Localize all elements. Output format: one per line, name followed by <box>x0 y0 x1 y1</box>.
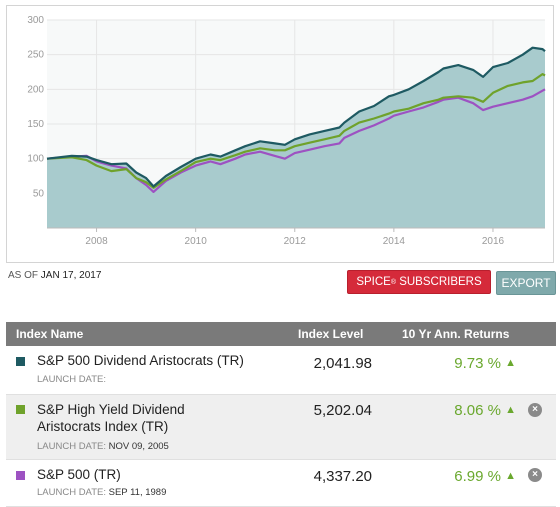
launch-date: LAUNCH DATE: SEP 11, 1989 <box>37 487 166 498</box>
as-of-date: AS OF JAN 17, 2017 <box>8 270 101 281</box>
x-tick-label: 2008 <box>85 236 108 247</box>
table-row: S&P 500 Dividend Aristocrats (TR) LAUNCH… <box>6 346 556 395</box>
as-of-label: AS OF <box>8 270 39 281</box>
performance-chart: 50 100 150 200 250 300 2008 2010 2012 2014 2016 <box>6 5 554 263</box>
as-of-value: JAN 17, 2017 <box>40 270 102 281</box>
remove-row-close-icon[interactable]: × <box>528 403 542 417</box>
spice-label: SPICE <box>356 276 391 288</box>
index-level: 4,337.20 <box>313 468 372 485</box>
x-tick-label: 2014 <box>383 236 406 247</box>
index-name: S&P 500 (TR) <box>37 467 121 482</box>
sp500-line <box>46 88 546 193</box>
index-name: S&P High Yield Dividend Aristocrats Inde… <box>37 401 185 435</box>
index-table: Index Name Index Level 10 Yr Ann. Return… <box>6 322 556 507</box>
y-tick-label: 150 <box>27 119 44 130</box>
y-tick-label: 300 <box>27 15 44 26</box>
launch-date: LAUNCH DATE: <box>37 374 106 385</box>
y-tick-label: 250 <box>27 50 44 61</box>
index-name: S&P 500 Dividend Aristocrats (TR) <box>37 353 244 368</box>
table-row: S&P High Yield Dividend Aristocrats Inde… <box>6 395 556 460</box>
launch-date: LAUNCH DATE: NOV 09, 2005 <box>37 441 169 452</box>
y-tick-label: 50 <box>33 188 45 199</box>
up-arrow-icon: ▲ <box>505 470 516 482</box>
launch-date-value: NOV 09, 2005 <box>108 441 169 452</box>
registered-mark: ® <box>390 278 397 286</box>
high-yield-line <box>46 72 546 189</box>
series-swatch-aristocrats <box>16 357 25 366</box>
remove-row-close-icon[interactable]: × <box>528 468 542 482</box>
y-tick-label: 100 <box>27 154 44 165</box>
y-tick-label: 200 <box>27 84 44 95</box>
x-tick-label: 2012 <box>284 236 307 247</box>
aristocrats-line <box>46 46 546 188</box>
header-index-level: Index Level <box>298 327 364 341</box>
launch-date-label: LAUNCH DATE: <box>37 441 106 452</box>
spice-subscribers-button[interactable]: SPICE ® SUBSCRIBERS <box>347 270 491 294</box>
header-returns: 10 Yr Ann. Returns <box>402 327 510 341</box>
series-swatch-sp500 <box>16 471 25 480</box>
index-name-line2: Aristocrats Index (TR) <box>37 419 169 434</box>
series-swatch-high-yield <box>16 405 25 414</box>
up-arrow-icon: ▲ <box>505 357 516 369</box>
launch-date-label: LAUNCH DATE: <box>37 487 106 498</box>
table-row: S&P 500 (TR) LAUNCH DATE: SEP 11, 1989 4… <box>6 460 556 507</box>
annual-return: 9.73 % <box>454 355 501 372</box>
launch-date-label: LAUNCH DATE: <box>37 374 106 385</box>
aristocrats-area-fill <box>47 47 545 229</box>
export-button[interactable]: EXPORT <box>496 271 556 295</box>
index-name-line1: S&P High Yield Dividend <box>37 402 185 417</box>
launch-date-value: SEP 11, 1989 <box>108 487 167 498</box>
table-header: Index Name Index Level 10 Yr Ann. Return… <box>6 322 556 346</box>
index-level: 2,041.98 <box>313 355 372 372</box>
index-level: 5,202.04 <box>313 402 372 419</box>
x-tick-label: 2016 <box>482 236 505 247</box>
header-index-name: Index Name <box>16 327 84 341</box>
chart-canvas: 50 100 150 200 250 300 2008 2010 2012 2014 2016 <box>27 15 546 247</box>
x-tick-label: 2010 <box>185 236 208 247</box>
up-arrow-icon: ▲ <box>505 404 516 416</box>
spice-suffix: SUBSCRIBERS <box>396 276 482 288</box>
annual-return: 6.99 % <box>454 468 501 485</box>
annual-return: 8.06 % <box>454 402 501 419</box>
